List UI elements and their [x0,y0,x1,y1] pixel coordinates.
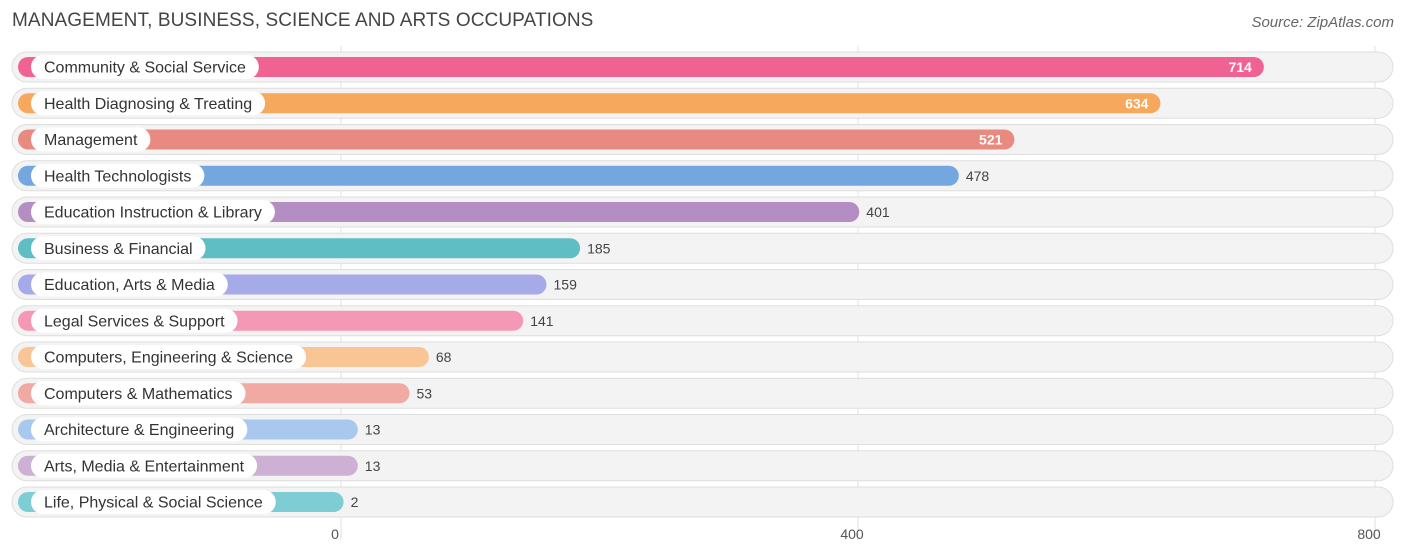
category-label-pill [31,55,259,79]
category-label: Community & Social Service [44,60,246,77]
category-label: Management [44,132,138,149]
category-label: Computers, Engineering & Science [44,350,293,367]
row-layer: Community & Social Service 714 Health Diag… [11,51,1394,518]
tick-layer: 0 400 800 [331,526,1381,542]
bar-row: Health Technologists 478 [11,160,1394,192]
value-label: 714 [1228,59,1252,75]
category-label-pill [31,453,258,478]
value-label: 141 [530,313,554,329]
tick-label-400: 400 [840,526,864,542]
bar-row: Education Instruction & Library 401 [11,196,1394,228]
category-label: Education Instruction & Library [44,205,262,222]
bar-row: Architecture & Engineering 13 [11,414,1394,445]
value-label: 401 [866,204,890,220]
bar-row: Life, Physical & Social Science 2 [11,486,1394,518]
bar-row: Management 521 [11,124,1394,155]
bar-row: Business & Financial 185 [11,232,1394,264]
bar-row: Legal Services & Support 141 [11,305,1394,337]
value-label: 2 [351,494,359,510]
row-track [11,486,1394,518]
value-label: 68 [436,349,452,365]
value-label: 185 [587,240,611,256]
category-label: Arts, Media & Entertainment [44,458,245,475]
bar [18,129,1015,150]
bar [18,93,1161,114]
value-label: 521 [979,132,1003,148]
bar [18,165,959,186]
category-label-pill [31,272,228,297]
value-label: 634 [1125,95,1149,111]
value-label: 159 [554,277,578,293]
category-label: Architecture & Engineering [44,422,234,439]
category-label-pill [31,381,246,406]
value-label: 53 [417,385,433,401]
tick-label-800: 800 [1357,526,1381,542]
category-label-pill [31,163,205,188]
value-label: 478 [966,168,990,184]
category-label: Health Technologists [44,168,191,185]
category-label-pill [31,345,307,369]
source-credit: Source: ZipAtlas.com [1251,14,1394,31]
bar-row: Computers & Mathematics 53 [11,377,1394,409]
category-label: Business & Financial [44,241,193,258]
category-label-pill [31,91,266,116]
bar-row: Arts, Media & Entertainment 13 [11,450,1394,482]
category-label-pill [31,127,151,152]
tick-label-0: 0 [331,526,339,542]
value-label: 13 [365,458,381,474]
row-track [11,450,1394,482]
category-label-pill [31,200,275,224]
bar-row: Education, Arts & Media 159 [11,269,1394,300]
row-track [11,414,1394,445]
category-label: Life, Physical & Social Science [44,495,263,512]
category-label-pill [31,308,238,333]
category-label-pill [31,417,248,442]
category-label: Computers & Mathematics [44,386,233,403]
category-label: Health Diagnosing & Treating [44,96,252,113]
category-label-pill [31,490,276,514]
bar-row: Computers, Engineering & Science 68 [11,341,1394,373]
category-label: Education, Arts & Media [44,277,215,294]
bar [18,57,1264,77]
category-label: Legal Services & Support [44,313,225,330]
bar-row: Community & Social Service 714 [11,51,1394,83]
value-label: 13 [365,422,381,438]
chart-title: MANAGEMENT, BUSINESS, SCIENCE AND ARTS O… [12,10,594,31]
category-label-pill [31,236,206,261]
bar-row: Health Diagnosing & Treating 634 [11,87,1394,119]
